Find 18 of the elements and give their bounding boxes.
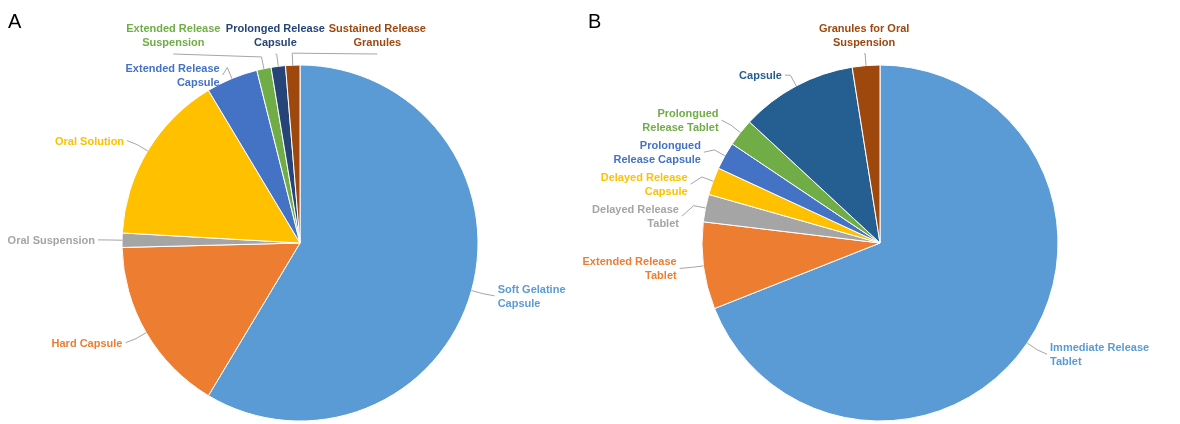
slice-label: Prolongued Release Capsule (613, 139, 701, 166)
chart-title: A (8, 10, 22, 32)
slice-label: Extended Release Suspension (126, 22, 221, 48)
slice-label: Extended Release Capsule (125, 62, 220, 88)
slice-label: Prolonged Release Capsule (225, 22, 325, 48)
slice-label: Extended Release Tablet (582, 255, 678, 282)
slice-label: Hard Capsule (51, 336, 123, 349)
slice-label: Granules for Oral Suspension (818, 22, 910, 48)
slice-label: Delayed Release Tablet (592, 203, 680, 230)
slice-label: Sustained Release Granules (328, 22, 426, 48)
chart-title: B (588, 10, 602, 32)
slice-label: Delayed Release Capsule (600, 171, 688, 198)
slice-label: Immediate Release Tablet (1050, 341, 1150, 368)
slice-label: Prolongued Release Tablet (642, 107, 719, 134)
slice-label: Oral Solution (55, 134, 125, 147)
slice-label: Soft Gelatine Capsule (497, 282, 566, 309)
slice-label: Capsule (739, 69, 782, 81)
slice-label: Oral Suspension (7, 233, 96, 246)
